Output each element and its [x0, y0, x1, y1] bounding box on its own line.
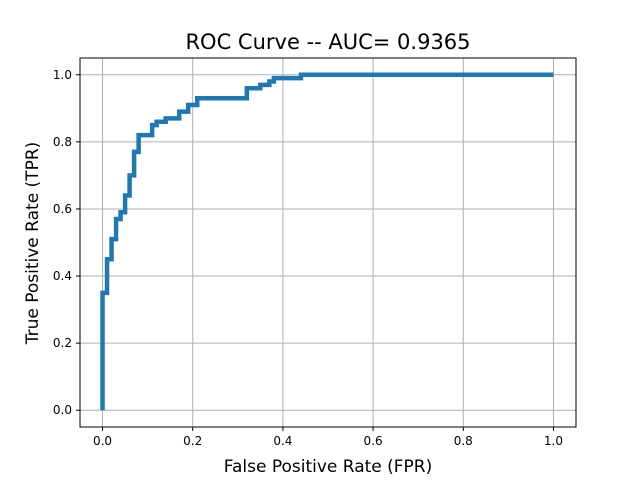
x-tick-label: 0.0 [93, 434, 112, 448]
y-tick-label: 0.8 [53, 135, 72, 149]
tick-labels: 0.0 0.2 0.4 0.6 0.8 1.0 0.0 0.2 0.4 0.6 0.8 1.0 [53, 68, 563, 448]
y-tick-label: 0.6 [53, 202, 72, 216]
y-tick-label: 0.4 [53, 269, 72, 283]
y-tick-label: 1.0 [53, 68, 72, 82]
y-tick-label: 0.0 [53, 403, 72, 417]
plot-area [100, 72, 554, 411]
y-axis-label: True Positive Rate (TPR) [23, 142, 43, 346]
grid [80, 58, 576, 427]
x-tick-label: 0.4 [273, 434, 292, 448]
y-tick-label: 0.2 [53, 336, 72, 350]
x-tick-label: 1.0 [544, 434, 563, 448]
x-tick-label: 0.8 [454, 434, 473, 448]
chart-title: ROC Curve -- AUC= 0.9365 [185, 30, 470, 54]
roc-curve-line [100, 72, 554, 411]
x-axis-label: False Positive Rate (FPR) [224, 457, 433, 477]
x-tick-label: 0.2 [183, 434, 202, 448]
axes-frame [79, 57, 577, 428]
x-tick-label: 0.6 [364, 434, 383, 448]
tick-marks [76, 74, 554, 431]
